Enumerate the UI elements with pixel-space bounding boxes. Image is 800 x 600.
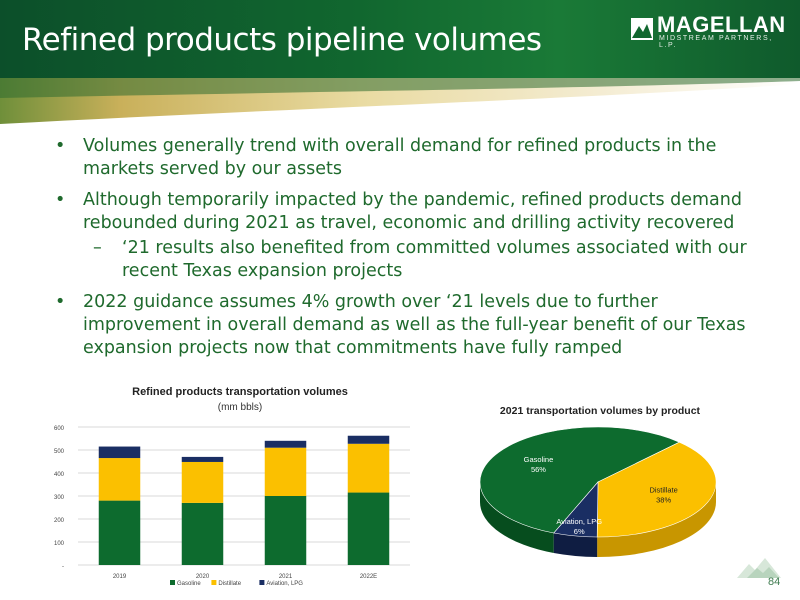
mountain-logo-icon bbox=[631, 18, 653, 40]
x-tick-label: 2022E bbox=[360, 574, 377, 580]
legend-swatch bbox=[259, 580, 265, 585]
legend-swatch bbox=[211, 580, 217, 585]
pie-category-label: Aviation, LPG bbox=[556, 517, 602, 526]
pie-chart: 2021 transportation volumes by product G… bbox=[479, 405, 717, 557]
legend-label: Aviation, LPG bbox=[266, 581, 303, 587]
bullet-list: • Volumes generally trend with overall d… bbox=[55, 135, 755, 368]
stacked-bar-chart: Refined products transportation volumes … bbox=[54, 386, 410, 587]
pie-chart-depth bbox=[480, 482, 716, 557]
logo-subtitle: MIDSTREAM PARTNERS, L.P. bbox=[659, 35, 773, 49]
bullet-text: Volumes generally trend with overall dem… bbox=[83, 136, 717, 179]
y-tick-label: 500 bbox=[54, 449, 65, 455]
bar-segment bbox=[98, 446, 141, 459]
legend-label: Distillate bbox=[218, 581, 241, 587]
bar-segment bbox=[181, 461, 224, 503]
bar-segment bbox=[347, 435, 390, 444]
bar-segment bbox=[347, 443, 390, 493]
bullet-dot-icon: • bbox=[55, 136, 66, 156]
y-tick-label: - bbox=[62, 564, 64, 570]
y-tick-label: 200 bbox=[54, 518, 65, 524]
pie-value-label: 6% bbox=[574, 527, 585, 536]
bullet-dot-icon: • bbox=[55, 292, 66, 312]
pie-slice-side bbox=[480, 482, 554, 553]
bar-segment bbox=[98, 500, 141, 565]
bar-chart-bars bbox=[98, 435, 390, 565]
bar-chart-x-labels: 2019 2020 2021 2022E bbox=[113, 574, 377, 580]
pie-slice-side bbox=[597, 482, 716, 557]
y-tick-label: 400 bbox=[54, 472, 65, 478]
bar-chart-legend: Gasoline Distillate Aviation, LPG bbox=[170, 580, 303, 587]
bar-chart-subtitle: (mm bbls) bbox=[218, 402, 262, 413]
pie-slice bbox=[479, 426, 681, 534]
pie-slice bbox=[596, 441, 717, 538]
bar-segment bbox=[264, 496, 307, 565]
bar-segment bbox=[181, 456, 224, 462]
gold-accent-band bbox=[0, 78, 800, 124]
bar-segment bbox=[181, 502, 224, 565]
bullet-item: • 2022 guidance assumes 4% growth over ‘… bbox=[55, 291, 755, 360]
bullet-text: 2022 guidance assumes 4% growth over ‘21… bbox=[83, 292, 746, 358]
legend-swatch bbox=[170, 580, 175, 585]
pie-slice bbox=[553, 481, 599, 538]
bullet-item: • Volumes generally trend with overall d… bbox=[55, 135, 755, 181]
company-logo: MAGELLAN MIDSTREAM PARTNERS, L.P. bbox=[631, 12, 791, 49]
bar-segment bbox=[98, 458, 141, 501]
bar-chart-title: Refined products transportation volumes bbox=[132, 386, 348, 398]
slide-header bbox=[0, 0, 800, 78]
bullet-text: Although temporarily impacted by the pan… bbox=[83, 190, 742, 233]
x-tick-label: 2020 bbox=[196, 574, 210, 580]
sub-bullet-item: – ‘21 results also benefited from commit… bbox=[55, 237, 755, 283]
bar-segment bbox=[347, 492, 390, 565]
pie-chart-slices bbox=[479, 426, 717, 538]
pie-value-label: 56% bbox=[531, 465, 546, 474]
pie-category-label: Gasoline bbox=[524, 455, 554, 464]
bar-segment bbox=[264, 447, 307, 496]
page-title: Refined products pipeline volumes bbox=[22, 22, 542, 58]
mountain-watermark-icon bbox=[737, 558, 781, 578]
page-number: 84 bbox=[768, 576, 781, 588]
y-tick-label: 100 bbox=[54, 541, 65, 547]
x-tick-label: 2019 bbox=[113, 574, 127, 580]
legend-label: Gasoline bbox=[177, 581, 201, 587]
y-tick-label: 600 bbox=[54, 426, 65, 432]
dash-icon: – bbox=[93, 238, 102, 258]
x-tick-label: 2021 bbox=[279, 574, 293, 580]
logo-name: MAGELLAN bbox=[657, 12, 786, 37]
pie-value-label: 38% bbox=[656, 495, 671, 504]
pie-slice-side bbox=[553, 532, 598, 557]
sub-bullet-text: ‘21 results also benefited from committe… bbox=[122, 238, 747, 281]
bullet-dot-icon: • bbox=[55, 190, 66, 210]
y-tick-label: 300 bbox=[54, 495, 65, 501]
bar-segment bbox=[264, 440, 307, 448]
pie-category-label: Distillate bbox=[649, 485, 677, 494]
pie-chart-title: 2021 transportation volumes by product bbox=[500, 405, 701, 417]
bullet-item: • Although temporarily impacted by the p… bbox=[55, 189, 755, 235]
